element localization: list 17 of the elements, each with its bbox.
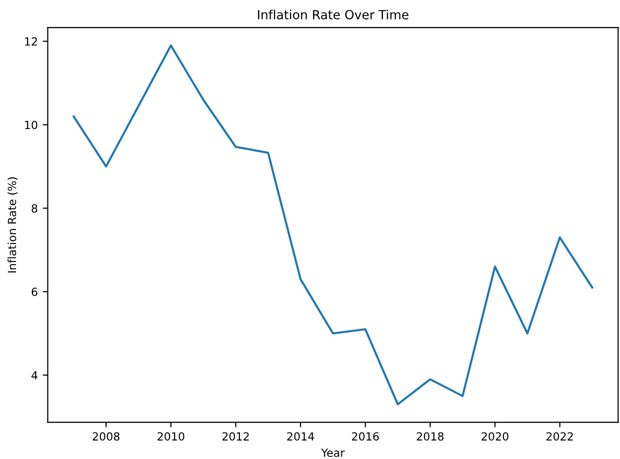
y-tick-label: 12 bbox=[25, 37, 37, 46]
y-tick-label: 4 bbox=[31, 371, 38, 380]
x-tick-label: 2022 bbox=[546, 432, 573, 441]
y-tick-label: 6 bbox=[32, 288, 38, 296]
x-tick-label: 2018 bbox=[416, 432, 444, 441]
chart-title: Inflation Rate Over Time bbox=[258, 10, 408, 20]
x-tick-label: 2014 bbox=[287, 432, 314, 441]
x-tick-label: 2008 bbox=[92, 432, 120, 441]
x-tick-label: 2016 bbox=[352, 432, 379, 441]
line-series bbox=[72, 44, 594, 406]
x-tick-label: 2010 bbox=[158, 432, 184, 441]
x-tick-label: 2020 bbox=[482, 432, 508, 441]
x-axis-title: Year bbox=[321, 448, 345, 457]
y-tick-label: 8 bbox=[32, 204, 38, 213]
y-axis-title: Inflation Rate (%) bbox=[8, 177, 18, 272]
y-tick-label: 10 bbox=[25, 120, 38, 130]
x-tick-label: 2012 bbox=[222, 432, 249, 441]
